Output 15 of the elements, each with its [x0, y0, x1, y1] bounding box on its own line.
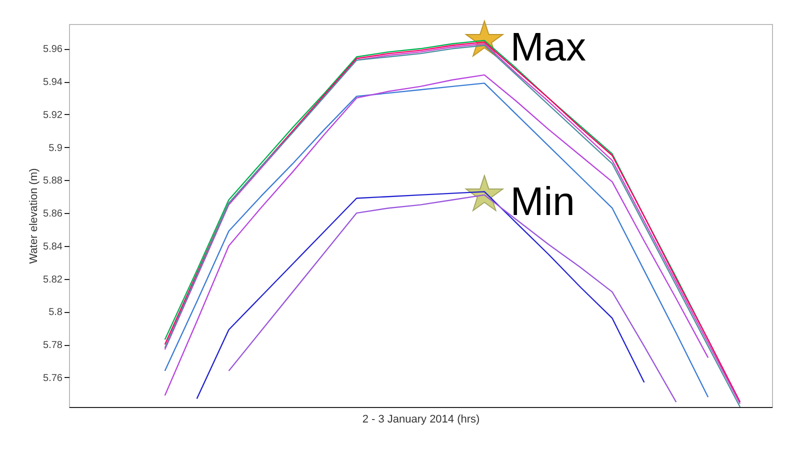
y-tick-label: 5.84	[43, 241, 63, 252]
y-tick-label: 5.96	[43, 44, 63, 56]
annotation: Max	[510, 25, 586, 70]
y-tick-label: 5.86	[43, 208, 63, 220]
y-tick-label: 5.9	[48, 142, 63, 154]
y-tick-label: 5.94	[43, 77, 63, 88]
y-tick-label: 5.82	[43, 274, 63, 286]
y-axis-title: Water elevation (m)	[28, 168, 40, 264]
annotation: Min	[510, 180, 575, 224]
y-tick-label: 5.78	[43, 340, 63, 352]
y-tick-label: 5.88	[43, 176, 63, 187]
y-tick-label: 5.76	[43, 372, 63, 384]
y-tick-label: 5.92	[43, 110, 63, 121]
y-tick-label: 5.8	[48, 307, 63, 318]
x-axis-title: 2 - 3 January 2014 (hrs)	[362, 414, 480, 426]
